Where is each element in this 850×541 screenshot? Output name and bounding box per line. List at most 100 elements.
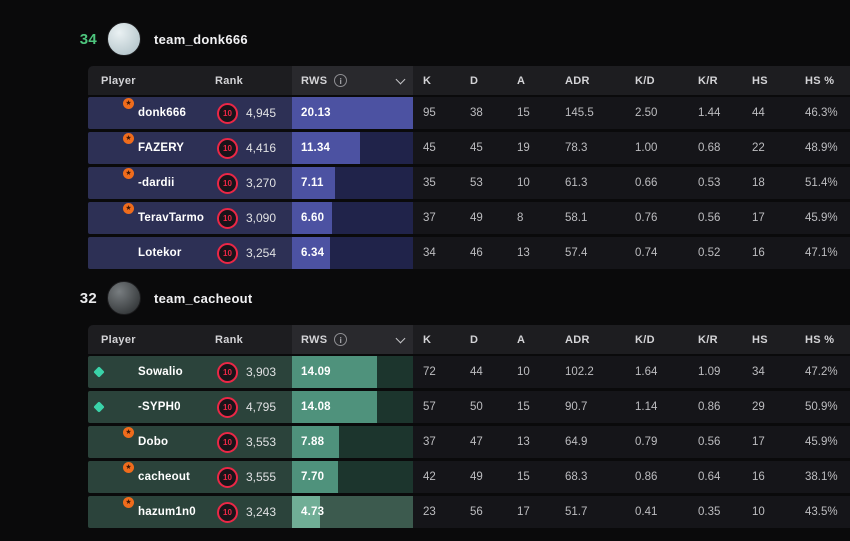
stat-hs: 17: [742, 426, 795, 458]
info-icon[interactable]: i: [334, 74, 348, 87]
stat-adr: 90.7: [555, 391, 625, 423]
elo-value: 3,254: [246, 246, 277, 260]
table-row[interactable]: ★ donk666 10 4,945 20.13 95 38 15 145.5 2.50 1.44 4…: [88, 97, 850, 129]
stat-kd: 2.50: [625, 97, 688, 129]
stat-k: 45: [413, 132, 460, 164]
stat-adr: 145.5: [555, 97, 625, 129]
stat-kr: 0.56: [688, 426, 742, 458]
team-name[interactable]: team_cacheout: [154, 290, 253, 306]
stat-hs-pct: 50.9%: [795, 391, 850, 423]
team-name[interactable]: team_donk666: [154, 31, 248, 47]
elo-value: 3,555: [246, 470, 277, 484]
stat-a: 19: [507, 132, 555, 164]
rws-cell: 14.09: [292, 356, 413, 388]
diamond-slot: [92, 401, 106, 413]
stat-hs-pct: 38.1%: [795, 461, 850, 493]
stat-k: 72: [413, 356, 460, 388]
rws-header-label: RWS: [301, 74, 328, 87]
rws-cell: 20.13: [292, 97, 413, 129]
stat-adr: 64.9: [555, 426, 625, 458]
stat-kd: 0.86: [625, 461, 688, 493]
stat-a: 10: [507, 356, 555, 388]
table-row[interactable]: -SYPH0 10 4,795 14.08 57 50 15 90.7 1.14 0.86 29 50…: [88, 391, 850, 423]
stat-hs: 22: [742, 132, 795, 164]
stat-a: 15: [507, 461, 555, 493]
rank-cell: 10 4,945: [205, 97, 292, 129]
stat-k: 57: [413, 391, 460, 423]
star-badge-icon: ★: [123, 98, 134, 109]
avatar-wrap: ★: [106, 133, 134, 160]
col-header-rank: Rank: [205, 325, 292, 354]
rank-cell: 10 4,795: [205, 391, 292, 423]
stat-hs: 18: [742, 167, 795, 199]
team-avatar[interactable]: [107, 22, 141, 56]
col-header-k-d: K/D: [625, 325, 688, 354]
stat-d: 44: [460, 356, 507, 388]
col-header-hs: HS: [742, 66, 795, 95]
col-header-a: A: [507, 325, 555, 354]
player-name: cacheout: [138, 471, 191, 483]
stat-a: 8: [507, 202, 555, 234]
table-row[interactable]: ★ hazum1n0 10 3,243 4.73 23 56 17 51.7 0.41 0.35 10…: [88, 496, 850, 528]
stat-adr: 57.4: [555, 237, 625, 269]
rws-cell: 7.88: [292, 426, 413, 458]
chevron-down-icon[interactable]: [395, 74, 406, 84]
stat-k: 95: [413, 97, 460, 129]
table-header-row: Player Rank RWS i K D A ADR K/D K/R HS HS %: [88, 325, 850, 354]
table-row[interactable]: ★ FAZERY 10 4,416 11.34 45 45 19 78.3 1.00 0.68 22 4…: [88, 132, 850, 164]
stat-d: 53: [460, 167, 507, 199]
info-icon[interactable]: i: [334, 333, 348, 346]
player-name: TeravTarmo: [138, 212, 205, 224]
stat-kd: 0.74: [625, 237, 688, 269]
level-10-icon: 10: [217, 501, 238, 523]
player-cell: ★ donk666: [88, 97, 205, 129]
stat-hs: 10: [742, 496, 795, 528]
table-header-row: Player Rank RWS i K D A ADR K/D K/R HS HS %: [88, 66, 850, 95]
stat-hs-pct: 45.9%: [795, 426, 850, 458]
col-header-k: K: [413, 325, 460, 354]
stat-kr: 0.86: [688, 391, 742, 423]
stat-kr: 0.68: [688, 132, 742, 164]
elo-value: 3,903: [246, 365, 277, 379]
avatar-wrap: ★: [106, 98, 134, 125]
avatar-wrap: ★: [106, 203, 134, 230]
table-row[interactable]: ★ Dobo 10 3,553 7.88 37 47 13 64.9 0.79 0.56 17 45.9…: [88, 426, 850, 458]
player-cell: ★ TeravTarmo: [88, 202, 205, 234]
stat-a: 15: [507, 97, 555, 129]
stat-kr: 0.53: [688, 167, 742, 199]
rws-cell: 7.70: [292, 461, 413, 493]
col-header-hs: HS: [742, 325, 795, 354]
team-header-2: 32 team_cacheout: [60, 281, 850, 315]
table-row[interactable]: Lotekor 10 3,254 6.34 34 46 13 57.4 0.74 0.52 16 47…: [88, 237, 850, 269]
star-badge-icon: ★: [123, 168, 134, 179]
stat-adr: 61.3: [555, 167, 625, 199]
rws-cell: 7.11: [292, 167, 413, 199]
team-avatar[interactable]: [107, 281, 141, 315]
diamond-icon: [93, 401, 105, 413]
level-10-icon: 10: [217, 207, 238, 229]
col-header-rank: Rank: [205, 66, 292, 95]
team-header-1: 34 team_donk666: [60, 22, 850, 56]
table-row[interactable]: ★ -dardii 10 3,270 7.11 35 53 10 61.3 0.66 0.53 18 5…: [88, 167, 850, 199]
avatar-wrap: ★: [106, 462, 134, 489]
stat-hs-pct: 43.5%: [795, 496, 850, 528]
rws-header-label: RWS: [301, 333, 328, 346]
stat-d: 46: [460, 237, 507, 269]
table-row[interactable]: ★ TeravTarmo 10 3,090 6.60 37 49 8 58.1 0.76 0.56 1…: [88, 202, 850, 234]
rws-bar: [292, 132, 361, 164]
rws-value: 7.88: [301, 436, 325, 448]
rws-cell: 14.08: [292, 391, 413, 423]
player-name: Lotekor: [138, 247, 182, 259]
col-header-rws[interactable]: RWS i: [292, 66, 413, 95]
chevron-down-icon[interactable]: [395, 333, 406, 343]
player-name: -SYPH0: [138, 401, 181, 413]
table-row[interactable]: Sowalio 10 3,903 14.09 72 44 10 102.2 1.64 1.09 34…: [88, 356, 850, 388]
stat-hs: 16: [742, 461, 795, 493]
table-row[interactable]: ★ cacheout 10 3,555 7.70 42 49 15 68.3 0.86 0.64 16…: [88, 461, 850, 493]
elo-value: 4,945: [246, 106, 277, 120]
col-header-player: Player: [88, 325, 205, 354]
col-header-rws[interactable]: RWS i: [292, 325, 413, 354]
level-10-icon: 10: [217, 102, 238, 124]
stat-hs-pct: 51.4%: [795, 167, 850, 199]
level-10-icon: 10: [217, 431, 238, 453]
